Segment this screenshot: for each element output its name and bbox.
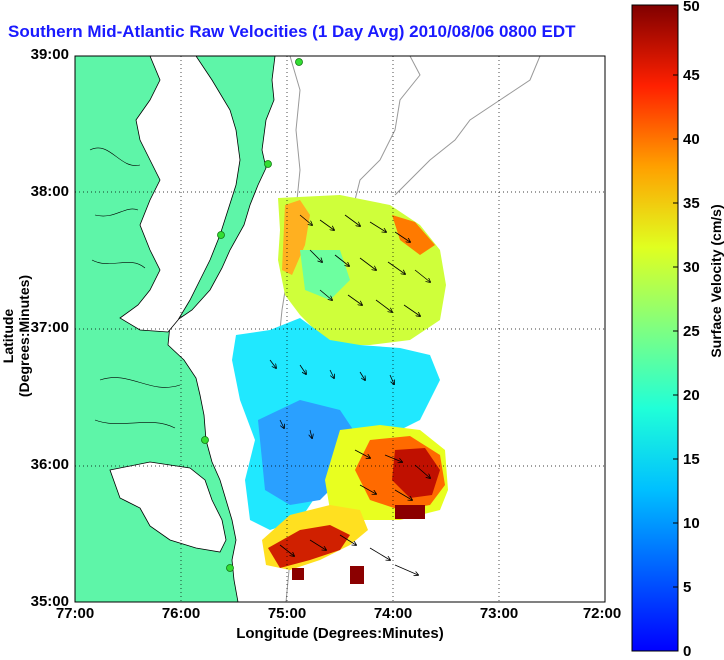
colorbar [631,4,679,652]
colorbar-tick: 30 [683,259,700,276]
y-tick-label: 35:00 [30,593,69,610]
colorbar-tick: 20 [683,387,700,404]
colorbar-tick: 35 [683,195,700,212]
colorbar-tick: 40 [683,131,700,148]
colorbar-tick: 25 [683,323,700,340]
colorbar-tick: 10 [683,515,700,532]
x-tick-label: 73:00 [479,605,519,622]
x-axis-label: Longitude (Degrees:Minutes) [236,625,444,642]
grid-lines [75,56,605,602]
colorbar-tick: 15 [683,451,700,468]
x-tick-label: 72:00 [582,605,622,622]
pamlico-sound [109,461,227,553]
colorbar-tick: 5 [683,579,692,596]
bathymetry-contour [394,56,541,196]
colorbar-tick: 50 [683,0,700,15]
y-tick-label: 37:00 [30,319,69,336]
colorbar-ticks [673,74,678,588]
plot-frame [74,55,606,603]
y-tick-label: 38:00 [30,183,69,200]
tidal-creek [89,147,181,429]
y-tick-label: 39:00 [30,46,69,63]
colorbar-tick: 45 [683,67,700,84]
bathymetry-contour [354,56,421,201]
x-tick-label: 75:00 [267,605,307,622]
current-vectors [269,214,430,575]
x-tick-label: 76:00 [161,605,201,622]
x-tick-label: 77:00 [55,605,95,622]
map-title: Southern Mid-Atlantic Raw Velocities (1 … [8,22,576,41]
radar-stations [201,58,303,572]
colorbar-tick: 0 [683,643,692,660]
x-tick-label: 74:00 [373,605,413,622]
chesapeake-bay [119,56,241,333]
y-tick-label: 36:00 [30,456,69,473]
